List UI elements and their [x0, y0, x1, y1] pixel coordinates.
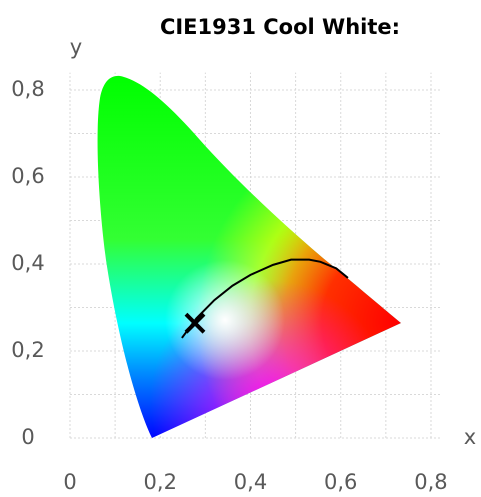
point-cross [184, 312, 206, 334]
gamut [97, 75, 402, 438]
chart-title: CIE1931 Cool White: [160, 15, 400, 39]
y-tick-label: 0,4 [11, 251, 44, 275]
x-tick-label: 0,8 [414, 470, 447, 494]
locus-line [181, 258, 349, 339]
y-axis-label: y [70, 35, 82, 59]
x-tick-label: 0,2 [144, 470, 177, 494]
y-tick-label: 0 [21, 425, 34, 449]
x-tick-label: 0,6 [324, 470, 357, 494]
x-tick-label: 0,4 [234, 470, 267, 494]
x-tick-label: 0 [63, 470, 76, 494]
y-tick-label: 0,2 [11, 338, 44, 362]
y-tick-label: 0,8 [11, 77, 44, 101]
y-tick-label: 0,6 [11, 164, 44, 188]
x-axis-label: x [464, 425, 476, 449]
